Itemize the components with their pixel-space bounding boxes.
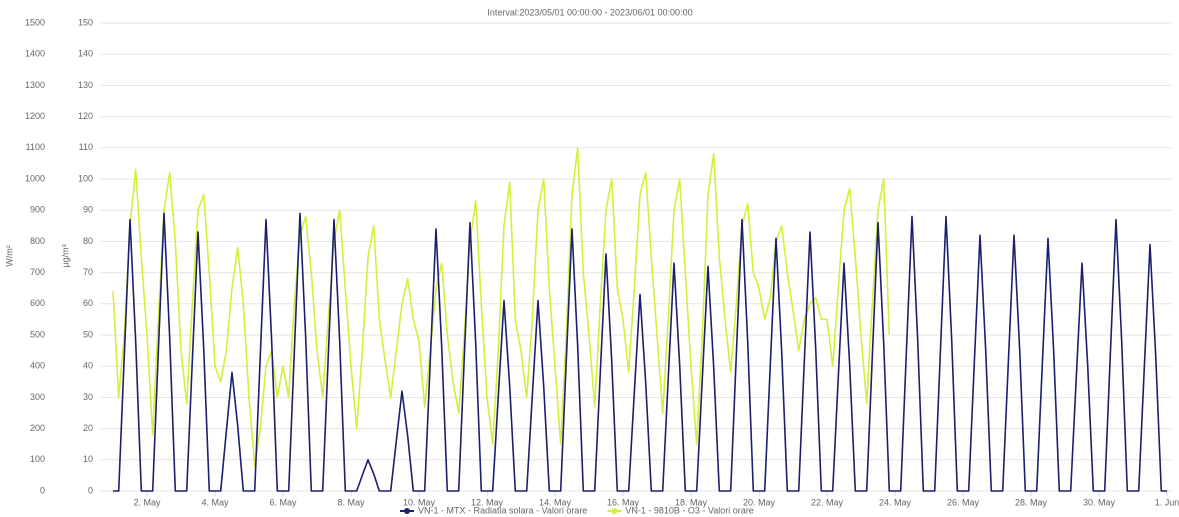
y-tick-label: 1200 [25, 111, 45, 121]
x-tick-label: 18. May [675, 497, 708, 507]
y-tick-label: 300 [30, 392, 45, 402]
y-tick-label: 0 [40, 485, 45, 495]
y-tick-label: 1300 [25, 80, 45, 90]
legend-marker [404, 508, 410, 514]
y-tick-label: 100 [30, 454, 45, 464]
y2-tick-label: 120 [78, 111, 93, 121]
y-tick-label: 800 [30, 236, 45, 246]
legend-label: VN-1 - MTX - Radiatia solara - Valori or… [418, 505, 587, 515]
x-tick-label: 2. May [133, 497, 161, 507]
x-tick-label: 16. May [607, 497, 640, 507]
x-tick-label: 1. Jun [1155, 497, 1179, 507]
y2-tick-label: 100 [78, 173, 93, 183]
y2-tick-label: 150 [78, 17, 93, 27]
y2-axis-label: µg/m³ [60, 244, 70, 267]
x-tick-label: 4. May [201, 497, 229, 507]
y2-tick-label: 80 [83, 236, 93, 246]
series-line [112, 147, 891, 467]
x-tick-label: 30. May [1083, 497, 1116, 507]
y-tick-label: 1000 [25, 173, 45, 183]
x-tick-label: 28. May [1015, 497, 1048, 507]
y2-tick-label: 110 [79, 142, 93, 152]
series-line [113, 212, 1167, 492]
y2-tick-label: 50 [83, 329, 93, 339]
y-tick-label: 1100 [26, 142, 45, 152]
y-tick-label: 400 [30, 361, 45, 371]
x-tick-label: 12. May [471, 497, 504, 507]
y-axis-label: W/m² [4, 245, 14, 267]
legend-label: VN-1 - 9810B - O3 - Valori orare [625, 505, 753, 515]
y-tick-label: 900 [30, 205, 45, 215]
x-tick-label: 10. May [403, 497, 436, 507]
y2-tick-label: 140 [78, 49, 93, 59]
x-tick-label: 22. May [811, 497, 844, 507]
y2-tick-label: 0 [88, 485, 93, 495]
y2-tick-label: 30 [83, 392, 93, 402]
y2-tick-label: 60 [83, 298, 93, 308]
y-tick-label: 500 [30, 329, 45, 339]
y2-tick-label: 20 [83, 423, 93, 433]
x-tick-label: 14. May [539, 497, 572, 507]
y2-tick-label: 130 [78, 80, 93, 90]
y-tick-label: 1500 [25, 17, 45, 27]
x-tick-label: 24. May [879, 497, 912, 507]
y-tick-label: 200 [30, 423, 45, 433]
y2-tick-label: 10 [83, 454, 93, 464]
y2-tick-label: 90 [83, 205, 93, 215]
legend-marker [611, 508, 618, 514]
x-tick-label: 8. May [337, 497, 365, 507]
chart-title: Interval:2023/05/01 00:00:00 - 2023/06/0… [487, 7, 692, 17]
y-tick-label: 1400 [25, 49, 45, 59]
x-tick-label: 26. May [947, 497, 980, 507]
y2-tick-label: 40 [83, 361, 93, 371]
y-tick-label: 600 [30, 298, 45, 308]
y-tick-label: 700 [30, 267, 45, 277]
y2-tick-label: 70 [83, 267, 93, 277]
x-tick-label: 6. May [269, 497, 297, 507]
x-tick-label: 20. May [743, 497, 776, 507]
